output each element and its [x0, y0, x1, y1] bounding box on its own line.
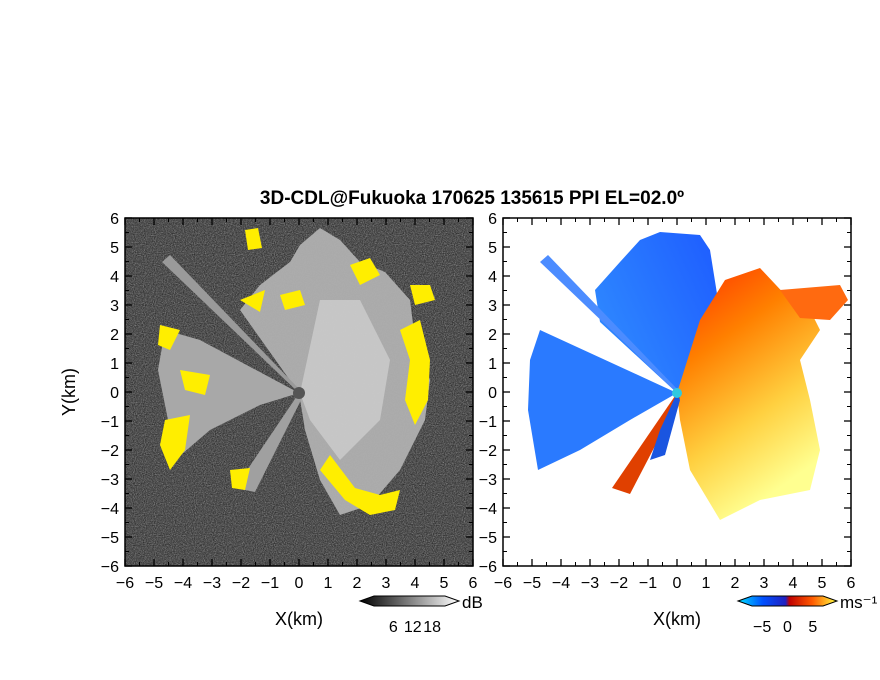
y-tick-label: 3 — [110, 298, 119, 315]
x-tick-label: 1 — [702, 575, 711, 592]
x-tick-label: 1 — [324, 575, 333, 592]
y-tick-label: 4 — [488, 269, 497, 286]
velocity-panel — [503, 218, 851, 566]
x-tick-label: −3 — [581, 575, 599, 592]
x-tick-label: 3 — [382, 575, 391, 592]
y-tick-label: 2 — [110, 327, 119, 344]
y-tick-label: 3 — [488, 298, 497, 315]
x-tick-label: −2 — [610, 575, 628, 592]
colorbar-tick-label: 0 — [783, 619, 792, 636]
echo-highlight — [300, 300, 390, 460]
strong-echo-patches — [158, 228, 435, 515]
y-tick-label: 5 — [110, 240, 119, 257]
x-tick-label: −4 — [552, 575, 570, 592]
y-tick-label: −2 — [479, 443, 497, 460]
y-tick-label: −3 — [101, 472, 119, 489]
x-tick-label: −5 — [145, 575, 163, 592]
x-tick-label: −5 — [523, 575, 541, 592]
velocity-positive-sw — [612, 393, 680, 494]
velocity-negative-west — [528, 330, 677, 470]
y-tick-label: −2 — [101, 443, 119, 460]
y-tick-label: −6 — [479, 559, 497, 576]
x-tick-label: 4 — [411, 575, 420, 592]
y-tick-label: 0 — [110, 385, 119, 402]
y-tick-label: −3 — [479, 472, 497, 489]
x-tick-label: 5 — [440, 575, 449, 592]
y-tick-label: −4 — [479, 501, 497, 518]
colorbar-tick-label: 6 — [389, 619, 398, 636]
x-tick-label: 3 — [760, 575, 769, 592]
y-tick-label: −5 — [479, 530, 497, 547]
x-tick-label: −1 — [639, 575, 657, 592]
velocity-positive-region — [677, 268, 820, 520]
left-ylabel: Y(km) — [59, 368, 79, 416]
velocity-positive-far — [780, 285, 848, 320]
backscatter-colorbar-label: dB — [462, 593, 483, 612]
velocity-colorbar-body — [736, 595, 839, 607]
x-tick-label: 0 — [673, 575, 682, 592]
colorbar-tick-label: 18 — [423, 619, 441, 636]
x-tick-label: −3 — [203, 575, 221, 592]
echo-spoke-nw — [162, 255, 300, 393]
velocity-colorbar-label: ms⁻¹ — [840, 593, 878, 612]
velocity-negative-spoke — [540, 255, 678, 393]
colorbar-tick-label: −5 — [753, 619, 771, 636]
backscatter-colorbar: dB — [358, 593, 483, 612]
backscatter-colorbar-body — [358, 595, 461, 607]
radar-site-right — [672, 388, 682, 398]
y-tick-label: 6 — [488, 211, 497, 228]
velocity-negative-region — [595, 232, 718, 393]
colorbar-tick-label: 12 — [404, 619, 422, 636]
x-tick-label: 0 — [295, 575, 304, 592]
x-tick-label: 5 — [818, 575, 827, 592]
y-tick-label: 1 — [488, 356, 497, 373]
colorbar-tick-label: 5 — [808, 619, 817, 636]
y-tick-label: 6 — [110, 211, 119, 228]
chart-title: 3D-CDL@Fukuoka 170625 135615 PPI EL=02.0… — [259, 188, 685, 209]
x-tick-label: −2 — [232, 575, 250, 592]
y-tick-label: −5 — [101, 530, 119, 547]
x-tick-label: 2 — [731, 575, 740, 592]
echo-region-west — [158, 330, 299, 460]
y-tick-label: −4 — [101, 501, 119, 518]
right-xlabel: X(km) — [653, 609, 701, 629]
left-xlabel: X(km) — [275, 609, 323, 629]
x-tick-label: 6 — [847, 575, 856, 592]
x-tick-label: 2 — [353, 575, 362, 592]
y-tick-label: 4 — [110, 269, 119, 286]
x-tick-label: −1 — [261, 575, 279, 592]
y-tick-label: 0 — [488, 385, 497, 402]
y-tick-label: 5 — [488, 240, 497, 257]
x-tick-label: 6 — [469, 575, 478, 592]
y-tick-label: 1 — [110, 356, 119, 373]
echo-spoke-sw — [235, 393, 302, 492]
y-tick-label: −1 — [479, 414, 497, 431]
y-tick-label: 2 — [488, 327, 497, 344]
x-tick-label: 4 — [789, 575, 798, 592]
x-tick-label: −6 — [116, 575, 134, 592]
x-tick-label: −4 — [174, 575, 192, 592]
backscatter-panel — [125, 218, 473, 566]
radar-site-left — [293, 387, 305, 399]
velocity-colorbar: ms⁻¹ — [736, 593, 878, 612]
y-tick-label: −1 — [101, 414, 119, 431]
y-tick-label: −6 — [101, 559, 119, 576]
x-tick-label: −6 — [494, 575, 512, 592]
velocity-near-negative — [650, 393, 680, 460]
